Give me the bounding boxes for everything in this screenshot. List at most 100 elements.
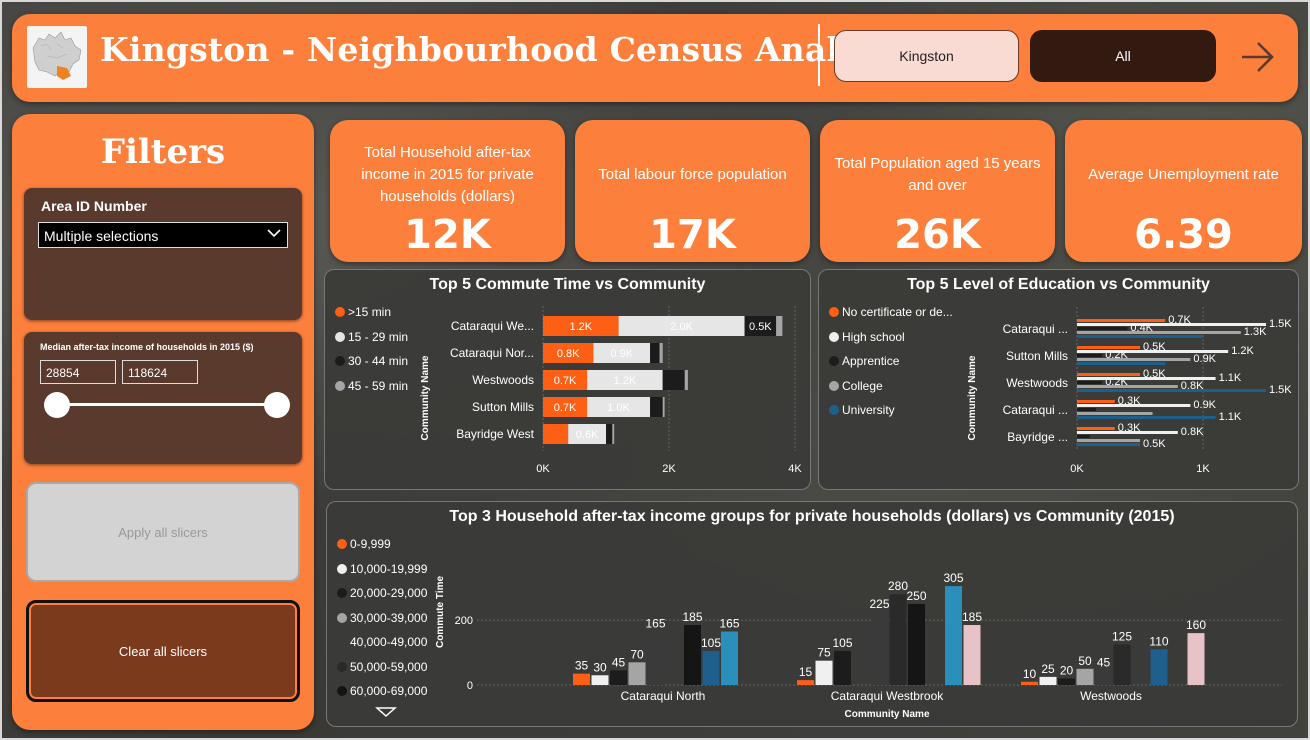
data-label: 10 bbox=[1023, 667, 1037, 681]
kpi-card-unemployment: Average Unemployment rate 6.39 bbox=[1065, 120, 1302, 262]
legend-label: 20,000-29,000 bbox=[350, 586, 428, 600]
x-tick-label: 1K bbox=[1196, 463, 1210, 475]
range-max-handle[interactable] bbox=[264, 392, 290, 418]
bar-segment bbox=[606, 424, 613, 444]
category-label: Cataraqui Nor... bbox=[450, 346, 534, 360]
bar bbox=[1077, 362, 1166, 365]
bar bbox=[945, 586, 962, 685]
kpi-label: Total Household after-tax income in 2015… bbox=[361, 144, 534, 205]
kingston-button[interactable]: Kingston bbox=[834, 30, 1019, 82]
data-label: 0.9K bbox=[610, 348, 633, 360]
area-id-dropdown[interactable]: Multiple selections bbox=[38, 222, 288, 248]
legend-item[interactable]: 40,000-49,000 bbox=[337, 635, 427, 649]
area-id-label: Area ID Number bbox=[41, 198, 147, 214]
range-min-handle[interactable] bbox=[44, 392, 70, 418]
chevron-down-icon bbox=[267, 226, 281, 240]
range-min-input[interactable]: 28854 bbox=[40, 360, 116, 384]
legend-item[interactable]: High school bbox=[829, 330, 905, 344]
data-label: 250 bbox=[906, 589, 926, 603]
legend-item[interactable]: 10,000-19,999 bbox=[337, 562, 427, 576]
data-label: 185 bbox=[682, 610, 702, 624]
legend-label: 50,000-59,000 bbox=[350, 659, 428, 674]
bar bbox=[1095, 670, 1112, 685]
legend-item[interactable]: 45 - 59 min bbox=[335, 379, 408, 393]
data-label: 1.5K bbox=[1269, 318, 1292, 330]
data-label: 0.6K bbox=[576, 429, 599, 441]
kpi-label: Total Population aged 15 years and over bbox=[834, 155, 1041, 194]
bar-segment bbox=[543, 316, 619, 336]
clear-slicers-button[interactable]: Clear all slicers bbox=[26, 600, 300, 702]
legend-item[interactable]: >15 min bbox=[335, 305, 391, 319]
category-label: Cataraqui We... bbox=[451, 319, 534, 333]
bar-segment bbox=[618, 316, 745, 336]
bar-segment bbox=[543, 370, 588, 390]
data-label: 110 bbox=[1149, 634, 1168, 648]
bar-segment bbox=[650, 343, 660, 363]
bar bbox=[1077, 319, 1166, 322]
category-label: Bayridge West bbox=[456, 427, 534, 441]
legend-item[interactable]: 0-9,999 bbox=[337, 537, 391, 551]
legend-label: University bbox=[842, 403, 895, 417]
bar bbox=[1077, 439, 1140, 442]
legend-item[interactable]: 15 - 29 min bbox=[335, 330, 408, 344]
x-tick-label: 4K bbox=[788, 463, 802, 475]
bar bbox=[610, 670, 627, 685]
bar-segment bbox=[587, 370, 663, 390]
bar bbox=[1113, 644, 1131, 685]
range-track bbox=[56, 403, 278, 406]
legend-dot-icon bbox=[335, 356, 345, 366]
bar bbox=[721, 631, 738, 685]
apply-slicers-button[interactable]: Apply all slicers bbox=[26, 482, 300, 582]
education-chart[interactable]: Top 5 Level of Education vs Community Co… bbox=[818, 269, 1299, 490]
data-label: 105 bbox=[701, 636, 721, 650]
legend-item[interactable]: College bbox=[829, 379, 883, 393]
bar bbox=[1077, 354, 1103, 357]
kpi-label: Average Unemployment rate bbox=[1088, 166, 1279, 183]
legend-item[interactable]: 60,000-69,000 bbox=[337, 684, 427, 698]
bar-segment bbox=[744, 316, 777, 336]
commute-time-chart[interactable]: Top 5 Commute Time vs Community Communit… bbox=[324, 269, 811, 490]
data-label: 0.8K bbox=[1181, 426, 1204, 438]
legend-item[interactable]: University bbox=[829, 403, 895, 417]
range-max-input[interactable]: 118624 bbox=[122, 360, 198, 384]
header-divider bbox=[818, 24, 820, 86]
chart-title: Top 3 Household after-tax income groups … bbox=[449, 508, 1175, 525]
legend-label: >15 min bbox=[348, 305, 392, 319]
legend-label: 45 - 59 min bbox=[348, 378, 409, 393]
bar-segment bbox=[659, 343, 663, 363]
legend-item[interactable]: 20,000-29,000 bbox=[337, 586, 427, 600]
data-label: 225 bbox=[869, 597, 889, 611]
bar bbox=[1077, 346, 1140, 349]
arrow-right-icon[interactable] bbox=[1238, 38, 1278, 76]
legend-item[interactable]: Apprentice bbox=[829, 354, 899, 368]
area-id-slicer: Area ID Number Multiple selections bbox=[24, 188, 302, 320]
data-label: 1.2K bbox=[569, 321, 592, 333]
all-button[interactable]: All bbox=[1030, 30, 1216, 82]
legend-dot-icon bbox=[335, 307, 345, 317]
bar-segment bbox=[662, 370, 685, 390]
bar bbox=[1021, 681, 1038, 685]
bar bbox=[1077, 373, 1140, 376]
x-tick-label: 2K bbox=[662, 463, 676, 475]
category-label: Cataraqui ... bbox=[1003, 403, 1068, 417]
data-label: 165 bbox=[645, 617, 665, 631]
kpi-value: 6.39 bbox=[1134, 212, 1233, 258]
income-groups-chart[interactable]: Top 3 Household after-tax income groups … bbox=[326, 501, 1298, 727]
category-label: Sutton Mills bbox=[472, 400, 534, 414]
bar-segment bbox=[593, 343, 651, 363]
legend-item[interactable]: 30 - 44 min bbox=[335, 354, 408, 368]
legend-item[interactable]: 30,000-39,000 bbox=[337, 611, 427, 625]
bar bbox=[591, 675, 609, 685]
bar bbox=[647, 631, 664, 685]
bar bbox=[1077, 335, 1203, 338]
legend-label: 30 - 44 min bbox=[348, 354, 409, 368]
data-label: 185 bbox=[962, 610, 982, 624]
filters-title: Filters bbox=[100, 132, 226, 172]
bar bbox=[1077, 358, 1191, 361]
bar bbox=[797, 680, 814, 685]
y-axis-label: Community Name bbox=[967, 355, 978, 440]
legend-item[interactable]: No certificate or de... bbox=[829, 305, 953, 319]
income-range-label: Median after-tax income of households in… bbox=[40, 342, 254, 352]
bar bbox=[573, 673, 590, 685]
legend-item[interactable]: 50,000-59,000 bbox=[337, 660, 427, 674]
